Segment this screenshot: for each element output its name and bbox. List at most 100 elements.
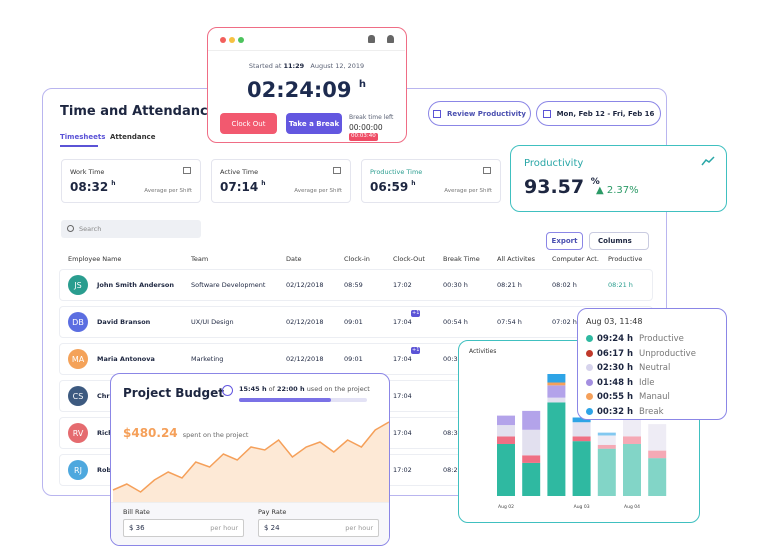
cell: David Branson — [97, 318, 151, 326]
clock-out-badge: +1 — [411, 310, 421, 317]
cell: 08:02 h — [552, 281, 577, 289]
cell: 00:30 h — [443, 281, 468, 289]
value: 06:59 — [370, 180, 409, 194]
cell: 02/12/2018 — [286, 318, 324, 326]
bill-input[interactable]: $ 36 per hour — [123, 519, 244, 537]
break-label: Break time left — [349, 114, 394, 121]
cell: 17:02 — [393, 281, 412, 289]
initials: JS — [74, 280, 82, 290]
avatar: MA — [68, 349, 88, 369]
cell: 02/12/2018 — [286, 355, 324, 363]
cell: Maria Antonova — [97, 355, 155, 363]
unit: % — [590, 177, 600, 187]
bar-segment — [648, 458, 667, 496]
cell: Software Development — [191, 281, 266, 289]
stat-label: Work Time — [70, 168, 105, 176]
user-icon — [368, 35, 375, 43]
legend-dot — [586, 349, 593, 357]
avatar: CS — [68, 386, 88, 406]
stat-label: Active Time — [220, 168, 259, 176]
column-header: Date — [286, 255, 302, 263]
cell: 08:34 — [443, 429, 462, 437]
legend-value: 00:55 h — [597, 392, 634, 402]
legend-dot — [586, 335, 593, 342]
column-header: Employee Name — [68, 255, 122, 263]
search-placeholder: Search — [79, 225, 102, 233]
activities-title: Activities — [469, 348, 496, 355]
column-header: Computer Act. — [552, 255, 599, 263]
tab[interactable]: Attendance — [110, 133, 156, 141]
bar-segment — [648, 450, 667, 459]
legend-label: Neutral — [639, 363, 671, 373]
legend-value: 09:24 h — [597, 334, 634, 344]
productivity-card: Productivity 93.57 % ▲ 2.37% — [510, 145, 727, 212]
elapsed: 02:24:09 h — [208, 80, 405, 101]
legend-label: Idle — [639, 377, 655, 388]
bell-icon — [387, 35, 394, 43]
timer-card: Started at 11:29 August 12, 2019 02:24:0… — [207, 27, 407, 143]
tooltip-card: Aug 03, 11:48 09:24 h Productive 06:17 h Un… — [577, 308, 727, 420]
legend-label: Break — [639, 406, 664, 417]
tab[interactable]: Timesheets — [60, 133, 106, 141]
value: 93.57 — [524, 176, 585, 198]
cell: 17:04 — [393, 429, 412, 437]
break-button[interactable]: Take a Break — [286, 113, 342, 134]
icon — [542, 109, 551, 118]
stat-icon — [183, 167, 191, 174]
cell: John Smith Anderson — [97, 281, 174, 289]
legend-dot — [586, 364, 593, 371]
break-badge: 00:03:40 — [349, 133, 378, 141]
pay-unit: per hour — [345, 524, 373, 532]
cell: Rich — [97, 429, 113, 437]
bar-segment — [547, 385, 566, 398]
pay-label: Pay Rate — [258, 508, 287, 516]
spent-value: $480.24 — [123, 426, 178, 440]
column-header: All Activites — [497, 255, 535, 263]
usage-fill — [239, 398, 332, 402]
cell: 08:21 h — [608, 281, 633, 289]
bar-segment — [572, 417, 591, 423]
main-title: Time and Attendance — [60, 104, 217, 119]
columns-button[interactable]: Columns — [589, 232, 649, 250]
cell: 00:30 h — [443, 355, 468, 363]
window-dot — [220, 37, 226, 43]
bar-segment — [572, 422, 591, 437]
budget-title: Project Budget — [123, 386, 224, 400]
cell: Chri — [97, 392, 112, 400]
trend-line — [112, 421, 389, 493]
bar-segment — [623, 436, 641, 444]
review-button[interactable]: Review Productivity — [428, 101, 531, 126]
bar-segment — [648, 424, 667, 451]
cell: 17:04 — [393, 318, 412, 326]
bar-segment — [547, 402, 566, 496]
trend-icon — [701, 156, 715, 166]
started: Started at 11:29 August 12, 2019 — [208, 63, 405, 70]
of: of — [268, 385, 275, 393]
stat-card: Work Time 08:32 h Average per Shift — [61, 159, 201, 203]
bar-segment — [572, 436, 591, 442]
bar-segment — [623, 443, 641, 496]
date-button[interactable]: Mon, Feb 12 - Fri, Feb 16 — [536, 101, 661, 126]
initials: MA — [71, 354, 85, 364]
initials: RJ — [74, 465, 82, 475]
clock-out-button[interactable]: Clock Out — [220, 113, 277, 134]
usage-track — [239, 398, 367, 402]
productivity-value: 93.57 % — [524, 178, 600, 197]
legend-value: 06:17 h — [597, 348, 634, 359]
pay-input[interactable]: $ 24 per hour — [258, 519, 379, 537]
stat-note: Average per Shift — [444, 188, 492, 194]
avatar: JS — [68, 275, 88, 295]
stat-value: 08:32 h — [70, 180, 115, 194]
cell: 17:04 — [393, 392, 412, 400]
trend-area — [113, 422, 389, 502]
bar-segment — [497, 425, 515, 437]
bill-value: $ 36 — [129, 524, 145, 532]
export-button[interactable]: Export — [546, 232, 583, 250]
search[interactable]: Search — [61, 220, 201, 238]
value: 08:32 — [70, 180, 109, 194]
bar-segment — [547, 397, 566, 403]
tooltip-title: Aug 03, 11:48 — [586, 317, 643, 326]
bar-segment — [497, 436, 515, 444]
bill-label: Bill Rate — [123, 508, 150, 516]
